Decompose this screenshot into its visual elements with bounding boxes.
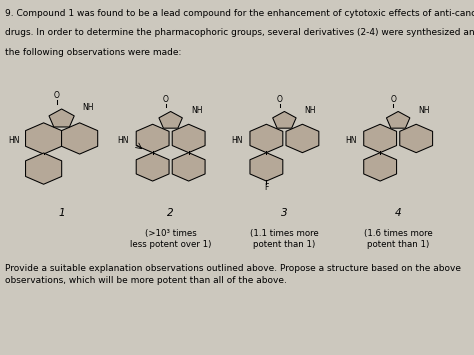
Text: F: F xyxy=(264,182,269,192)
Polygon shape xyxy=(172,153,205,181)
Polygon shape xyxy=(364,124,397,153)
Polygon shape xyxy=(250,153,283,181)
Text: 3: 3 xyxy=(281,208,288,218)
Text: 1: 1 xyxy=(58,208,65,218)
Polygon shape xyxy=(62,123,98,154)
Polygon shape xyxy=(136,124,169,153)
Polygon shape xyxy=(273,111,296,128)
Text: NH: NH xyxy=(419,106,430,115)
Polygon shape xyxy=(136,153,169,181)
Polygon shape xyxy=(386,111,410,128)
Text: O: O xyxy=(391,95,396,104)
Text: HN: HN xyxy=(231,136,243,145)
Polygon shape xyxy=(172,124,205,153)
Polygon shape xyxy=(250,124,283,153)
Polygon shape xyxy=(364,153,397,181)
Polygon shape xyxy=(286,124,319,153)
Text: NH: NH xyxy=(82,103,93,112)
Text: 2: 2 xyxy=(167,208,174,218)
Text: Provide a suitable explanation observations outlined above. Propose a structure : Provide a suitable explanation observati… xyxy=(5,264,461,285)
Text: O: O xyxy=(163,95,169,104)
Text: (>10³ times
less potent over 1): (>10³ times less potent over 1) xyxy=(130,229,211,249)
Text: 9. Compound 1 was found to be a lead compound for the enhancement of cytotoxic e: 9. Compound 1 was found to be a lead com… xyxy=(5,9,474,18)
Text: NH: NH xyxy=(305,106,316,115)
Text: (1.6 times more
potent than 1): (1.6 times more potent than 1) xyxy=(364,229,433,249)
Text: 4: 4 xyxy=(395,208,401,218)
Text: (1.1 times more
potent than 1): (1.1 times more potent than 1) xyxy=(250,229,319,249)
Text: the following observations were made:: the following observations were made: xyxy=(5,48,181,57)
Text: HN: HN xyxy=(118,136,129,145)
Text: HN: HN xyxy=(345,136,356,145)
Text: drugs. In order to determine the pharmacophoric groups, several derivatives (2-4: drugs. In order to determine the pharmac… xyxy=(5,28,474,37)
Polygon shape xyxy=(49,109,74,127)
Text: NH: NH xyxy=(191,106,202,115)
Polygon shape xyxy=(26,123,62,154)
Polygon shape xyxy=(159,111,182,128)
Polygon shape xyxy=(400,124,433,153)
Text: HN: HN xyxy=(9,136,20,145)
Text: O: O xyxy=(54,91,60,100)
Polygon shape xyxy=(26,153,62,184)
Text: O: O xyxy=(277,95,283,104)
